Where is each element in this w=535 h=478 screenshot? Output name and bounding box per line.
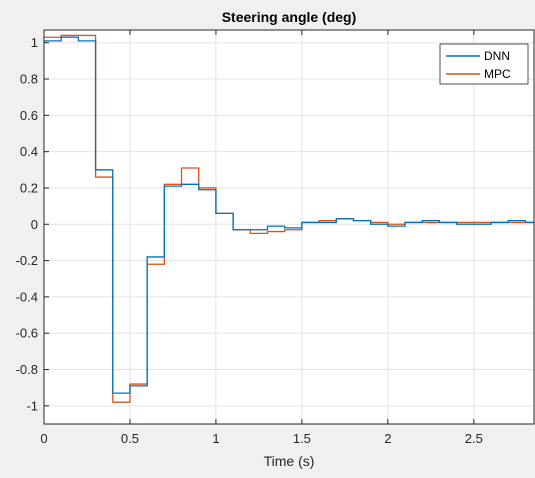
plot-border (43, 29, 535, 425)
y-tick-label: 0 (31, 217, 38, 232)
x-tick-label: 0.5 (121, 431, 139, 446)
legend-label-mpc: MPC (484, 67, 511, 81)
legend-label-dnn: DNN (484, 49, 510, 63)
y-tick-label: -0.2 (16, 253, 38, 268)
x-tick-label: 2 (384, 431, 391, 446)
x-tick-label: 2.5 (465, 431, 483, 446)
legend-box (439, 43, 529, 85)
y-tick-label: -0.6 (16, 326, 38, 341)
grid-lines (43, 30, 534, 424)
series-layer (44, 34, 534, 403)
series-line-dnn (44, 36, 534, 394)
plot-area (44, 30, 534, 424)
x-axis-label: Time (s) (264, 453, 315, 469)
x-tick-label: 1.5 (293, 431, 311, 446)
y-tick-label: 0.2 (20, 180, 38, 195)
y-tick-label: 0.6 (20, 108, 38, 123)
axis-ticks: 0 0.5 1 1.5 2 2.5 1 0.8 0.6 0.4 0.2 0 -0.2 -0.4 -0.6 -0… (16, 30, 483, 446)
y-tick-label: 1 (31, 35, 38, 50)
legend: DNN MPC (439, 43, 529, 85)
y-tick-label: 0.4 (20, 144, 38, 159)
y-tick-label: -1 (26, 398, 38, 413)
chart-title: Steering angle (deg) (222, 9, 357, 25)
y-tick-label: -0.8 (16, 362, 38, 377)
y-tick-label: 0.8 (20, 72, 38, 87)
x-tick-label: 1 (212, 431, 219, 446)
x-tick-label: 0 (40, 431, 47, 446)
y-tick-label: -0.4 (16, 289, 38, 304)
